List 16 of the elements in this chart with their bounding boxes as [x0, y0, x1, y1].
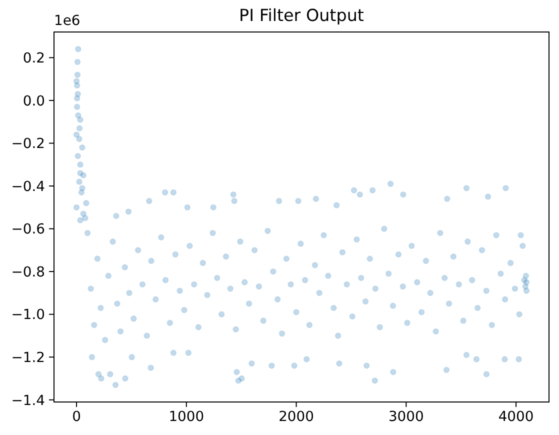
x-tick-label: 3000 — [388, 408, 424, 425]
x-tick-label: 4000 — [498, 408, 534, 425]
y-tick-label: −1.0 — [11, 307, 45, 324]
y-tick-label: −1.2 — [11, 350, 45, 366]
text: 1e6 — [54, 13, 80, 29]
x-tick-label: 0 — [72, 408, 81, 425]
x-tick-label: 2000 — [278, 408, 314, 425]
y-tick-label: −0.8 — [11, 264, 45, 280]
y-tick-label: −0.4 — [11, 178, 46, 195]
y-tick-label: 0.2 — [22, 50, 45, 67]
chart-title: PI Filter Output — [239, 5, 364, 25]
x-tick-label: 1000 — [168, 408, 204, 425]
y-tick-label: −0.6 — [11, 222, 45, 238]
y-tick-label: 0.0 — [22, 93, 45, 110]
y-tick-label: −0.2 — [11, 136, 45, 152]
y-tick-label: −1.4 — [11, 392, 46, 409]
